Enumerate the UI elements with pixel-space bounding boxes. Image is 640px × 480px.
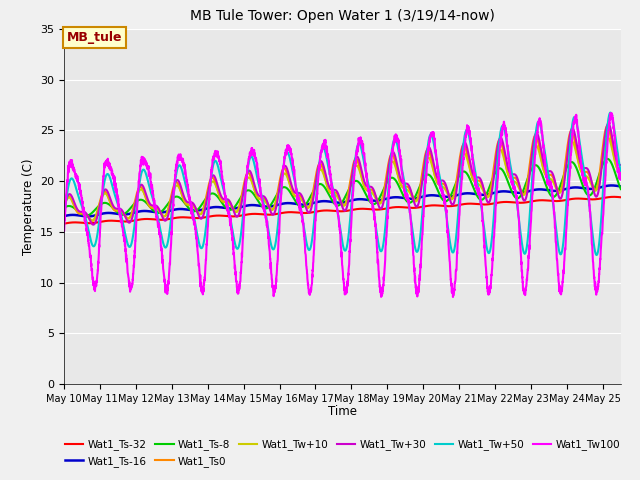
- Line: Wat1_Ts-32: Wat1_Ts-32: [64, 197, 621, 224]
- Wat1_Ts-8: [298, 204, 306, 210]
- Wat1_Tw100: [607, 110, 615, 116]
- Wat1_Ts-16: [607, 182, 615, 188]
- Wat1_Ts-16: [157, 210, 164, 216]
- Wat1_Tw+30: [124, 219, 132, 225]
- Line: Wat1_Tw+50: Wat1_Tw+50: [64, 113, 621, 255]
- Wat1_Ts-8: [617, 186, 625, 192]
- Line: Wat1_Tw+10: Wat1_Tw+10: [64, 138, 621, 220]
- Wat1_Ts-16: [60, 213, 68, 219]
- Line: Wat1_Tw+30: Wat1_Tw+30: [64, 123, 621, 225]
- Wat1_Tw100: [617, 175, 625, 180]
- Wat1_Tw+30: [606, 124, 614, 130]
- Line: Wat1_Ts-8: Wat1_Ts-8: [64, 159, 621, 216]
- Wat1_Ts0: [157, 210, 164, 216]
- Wat1_Tw+30: [298, 193, 306, 199]
- Wat1_Tw+10: [606, 139, 614, 144]
- Wat1_Tw100: [157, 238, 164, 243]
- Wat1_Ts-8: [274, 190, 282, 196]
- Wat1_Ts-16: [606, 182, 614, 188]
- Wat1_Tw100: [298, 211, 305, 217]
- Wat1_Ts0: [60, 202, 68, 208]
- Wat1_Tw+10: [546, 176, 554, 181]
- Wat1_Tw+10: [60, 204, 68, 210]
- Wat1_Ts-32: [298, 210, 305, 216]
- Wat1_Tw+10: [157, 210, 164, 216]
- Wat1_Ts-8: [60, 205, 68, 211]
- Wat1_Tw+50: [607, 110, 614, 116]
- Wat1_Ts-8: [606, 158, 614, 164]
- Wat1_Tw+50: [157, 228, 164, 234]
- Y-axis label: Temperature (C): Temperature (C): [22, 158, 35, 255]
- Wat1_Ts-32: [274, 211, 282, 216]
- Wat1_Ts-8: [124, 208, 132, 214]
- Wat1_Ts-16: [84, 214, 92, 219]
- Title: MB Tule Tower: Open Water 1 (3/19/14-now): MB Tule Tower: Open Water 1 (3/19/14-now…: [190, 10, 495, 24]
- Line: Wat1_Ts0: Wat1_Ts0: [64, 126, 621, 221]
- Wat1_Tw+50: [274, 226, 282, 232]
- Wat1_Ts-32: [610, 194, 618, 200]
- Wat1_Tw+30: [90, 222, 97, 228]
- Wat1_Tw100: [449, 294, 457, 300]
- Wat1_Tw+10: [617, 170, 625, 176]
- Wat1_Ts-32: [546, 198, 554, 204]
- Wat1_Tw100: [274, 258, 282, 264]
- Wat1_Tw+30: [546, 168, 554, 174]
- Wat1_Tw+30: [605, 120, 612, 126]
- Wat1_Ts-32: [157, 217, 164, 223]
- Wat1_Tw+10: [604, 135, 612, 141]
- Wat1_Tw100: [124, 267, 131, 273]
- Wat1_Ts-16: [617, 183, 625, 189]
- Wat1_Tw+50: [298, 210, 305, 216]
- Wat1_Ts-16: [546, 188, 554, 193]
- Wat1_Ts0: [604, 123, 611, 129]
- Wat1_Tw+50: [617, 170, 625, 176]
- Wat1_Ts-32: [606, 194, 614, 200]
- Wat1_Tw+50: [124, 240, 131, 246]
- Wat1_Ts-8: [157, 209, 164, 215]
- Wat1_Tw+10: [274, 192, 282, 198]
- Wat1_Tw+50: [593, 252, 600, 258]
- Wat1_Tw100: [606, 117, 614, 122]
- Wat1_Ts0: [274, 189, 282, 195]
- Wat1_Ts-8: [83, 213, 90, 218]
- Line: Wat1_Ts-16: Wat1_Ts-16: [64, 185, 621, 216]
- Wat1_Tw+50: [546, 180, 554, 185]
- Wat1_Ts0: [124, 216, 132, 221]
- Wat1_Tw+30: [617, 162, 625, 168]
- Wat1_Ts-16: [274, 202, 282, 208]
- Wat1_Tw+50: [60, 214, 68, 220]
- Wat1_Tw100: [546, 185, 554, 191]
- Wat1_Ts0: [298, 195, 306, 201]
- Wat1_Ts-8: [546, 192, 554, 197]
- Wat1_Tw+50: [606, 110, 614, 116]
- Wat1_Ts0: [606, 131, 614, 137]
- Wat1_Ts0: [617, 166, 625, 172]
- Wat1_Ts-32: [617, 194, 625, 200]
- Wat1_Tw+30: [274, 196, 282, 202]
- Wat1_Ts0: [546, 172, 554, 178]
- Wat1_Tw+30: [157, 210, 164, 216]
- Legend: Wat1_Ts-32, Wat1_Ts-16, Wat1_Ts-8, Wat1_Ts0, Wat1_Tw+10, Wat1_Tw+30, Wat1_Tw+50,: Wat1_Ts-32, Wat1_Ts-16, Wat1_Ts-8, Wat1_…: [61, 435, 624, 471]
- Wat1_Ts0: [88, 218, 96, 224]
- X-axis label: Time: Time: [328, 405, 357, 418]
- Wat1_Ts-32: [124, 218, 131, 224]
- Wat1_Tw100: [60, 228, 68, 234]
- Line: Wat1_Tw100: Wat1_Tw100: [64, 113, 621, 297]
- Wat1_Ts-16: [298, 202, 306, 207]
- Wat1_Ts-8: [604, 156, 611, 162]
- Text: MB_tule: MB_tule: [67, 31, 122, 44]
- Wat1_Tw+10: [88, 217, 96, 223]
- Wat1_Ts-32: [60, 221, 68, 227]
- Wat1_Tw+30: [60, 205, 68, 211]
- Wat1_Ts-16: [124, 211, 132, 217]
- Wat1_Tw+10: [124, 216, 132, 221]
- Wat1_Tw+10: [298, 197, 306, 203]
